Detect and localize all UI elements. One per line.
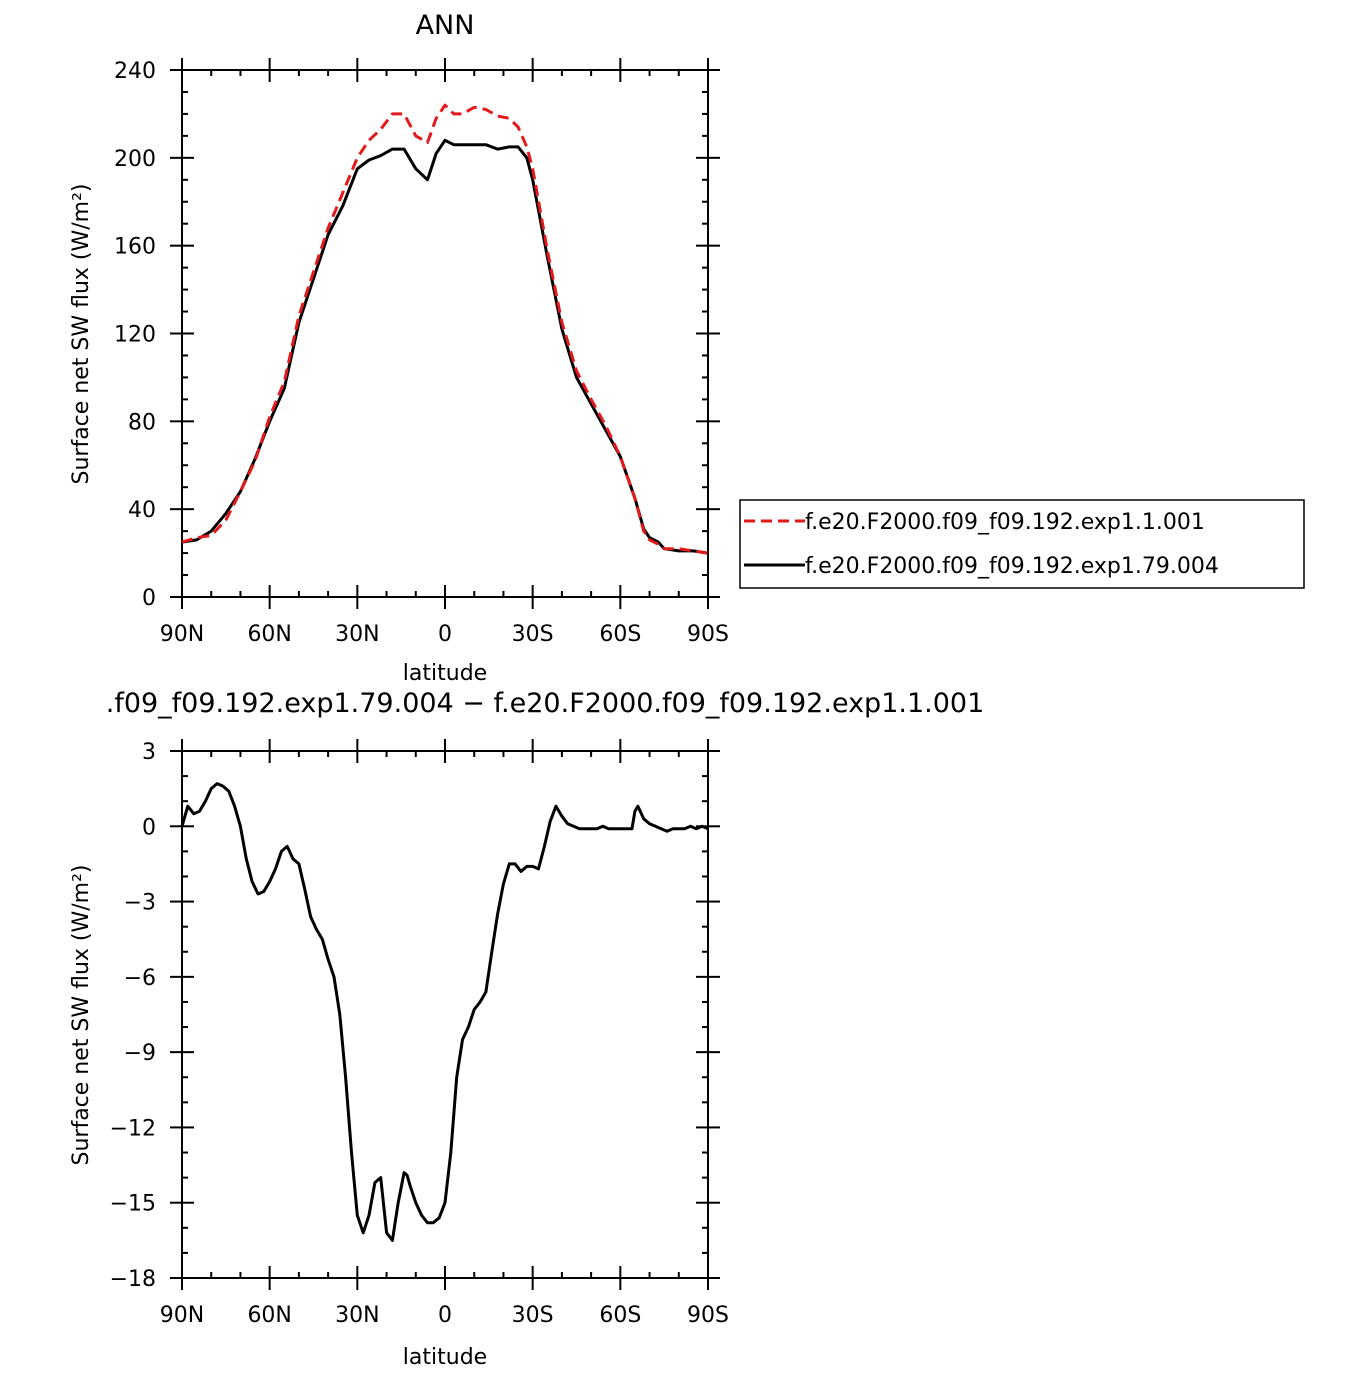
top-x-tick-label: 60N	[247, 622, 291, 647]
top-x-tick-label: 30S	[512, 622, 554, 647]
bottom-x-tick-label: 90N	[160, 1303, 204, 1328]
bottom-y-axis-label: Surface net SW flux (W/m²)	[69, 864, 94, 1165]
bottom-x-tick-label: 90S	[687, 1303, 729, 1328]
top-x-tick-label: 90S	[687, 622, 729, 647]
top-x-tick-label: 30N	[335, 622, 379, 647]
bottom-y-tick-label: −9	[124, 1041, 156, 1066]
bottom-chart-title: .f09_f09.192.exp1.79.004 − f.e20.F2000.f…	[106, 688, 985, 719]
bottom-x-tick-label: 60N	[247, 1303, 291, 1328]
top-y-tick-label: 160	[114, 235, 156, 260]
top-y-tick-label: 0	[142, 586, 156, 611]
top-x-axis-label: latitude	[403, 661, 487, 686]
top-plot-area: 90N 60N 30N 0 30S 60S 90S 0 40 80 120 160 200 240	[114, 58, 729, 647]
top-x-tick-label: 60S	[599, 622, 641, 647]
bottom-y-tick-label: −3	[124, 891, 156, 916]
bottom-y-tick-label: 0	[142, 815, 156, 840]
bottom-x-tick-label: 0	[438, 1303, 452, 1328]
bottom-panel: .f09_f09.192.exp1.79.004 − f.e20.F2000.f…	[69, 688, 984, 1370]
bottom-y-tick-label: −12	[110, 1116, 156, 1141]
top-y-axis-label: Surface net SW flux (W/m²)	[69, 183, 94, 484]
top-x-tick-label: 0	[438, 622, 452, 647]
bottom-x-tick-label: 30N	[335, 1303, 379, 1328]
bottom-y-tick-label: −18	[110, 1267, 156, 1292]
bottom-y-tick-label: 3	[142, 740, 156, 765]
top-y-tick-label: 40	[128, 498, 156, 523]
bottom-series-line-0	[180, 782, 709, 1242]
bottom-plot-area: 90N 60N 30N 0 30S 60S 90S −18 −15 −12 −9 −6 −3 0 3	[110, 739, 729, 1328]
top-y-tick-label: 80	[128, 410, 156, 435]
legend-label-exp1-1-001: f.e20.F2000.f09_f09.192.exp1.1.001	[805, 510, 1205, 535]
bottom-x-tick-label: 30S	[512, 1303, 554, 1328]
top-series-line-0	[181, 103, 709, 555]
top-y-tick-label: 200	[114, 147, 156, 172]
bottom-x-axis-label: latitude	[403, 1345, 487, 1370]
top-plot-frame	[181, 69, 709, 598]
legend-box	[739, 499, 1305, 589]
top-y-tick-label: 240	[114, 59, 156, 84]
bottom-y-tick-label: −6	[124, 966, 156, 991]
legend-label-exp1-79-004: f.e20.F2000.f09_f09.192.exp1.79.004	[805, 554, 1219, 579]
top-y-tick-label: 120	[114, 323, 156, 348]
top-series-line-1	[181, 138, 709, 555]
top-panel: ANN 90N 60N 30N 0 30S 60S 90S 0 40 80 120 160 200 240…	[69, 10, 1305, 686]
bottom-x-tick-label: 60S	[599, 1303, 641, 1328]
legend: f.e20.F2000.f09_f09.192.exp1.1.001 f.e20…	[739, 499, 1305, 589]
bottom-y-tick-label: −15	[110, 1192, 156, 1217]
top-x-tick-label: 90N	[160, 622, 204, 647]
top-chart-title: ANN	[416, 10, 475, 41]
